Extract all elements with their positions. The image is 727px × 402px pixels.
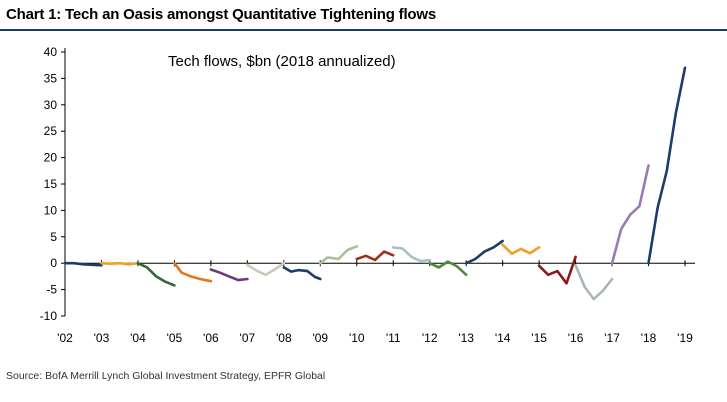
x-tick-label: '16	[568, 331, 584, 345]
x-tick-label: '06	[203, 331, 219, 345]
x-tick-label: '19	[677, 331, 693, 345]
title-rule	[0, 29, 727, 31]
series-line-2010	[355, 250, 395, 262]
x-tick-label: '03	[94, 331, 110, 345]
y-tick-label: 40	[44, 45, 58, 59]
series-line-2006	[209, 268, 249, 282]
series-line-2017	[610, 164, 650, 265]
y-tick-label: 0	[50, 256, 57, 270]
x-tick-label: '08	[276, 331, 292, 345]
series-line-2004	[136, 261, 176, 287]
series-line-2013	[464, 239, 504, 265]
x-tick-label: '17	[604, 331, 620, 345]
series-line-2011	[391, 246, 432, 263]
series-line-2002	[63, 261, 103, 267]
x-tick-label: '18	[641, 331, 657, 345]
x-tick-label: '11	[386, 331, 401, 345]
inset-title: Tech flows, $bn (2018 annualized)	[168, 53, 396, 70]
y-tick-label: 35	[44, 71, 58, 85]
series-line-2012	[428, 260, 468, 277]
x-tick-label: '12	[422, 331, 438, 345]
x-tick-label: '15	[531, 331, 547, 345]
y-tick-label: 20	[44, 151, 58, 165]
x-tick-label: '09	[312, 331, 328, 345]
series-line-2015	[537, 255, 577, 285]
series-line-2016	[574, 263, 614, 301]
series-line-2005	[173, 261, 213, 283]
x-tick-label: '14	[495, 331, 511, 345]
series-line-2003	[100, 261, 140, 266]
y-tick-label: 10	[44, 203, 58, 217]
chart-title: Chart 1: Tech an Oasis amongst Quantitat…	[6, 6, 437, 23]
x-tick-label: '04	[130, 331, 146, 345]
series-line-2008	[282, 266, 322, 281]
y-tick-label: 30	[44, 98, 58, 112]
x-tick-label: '13	[458, 331, 474, 345]
x-tick-label: '05	[167, 331, 183, 345]
y-tick-label: 15	[44, 177, 58, 191]
chart-series	[63, 66, 687, 301]
y-tick-label: -5	[46, 283, 57, 297]
chart-axes	[61, 48, 695, 317]
series-line-2014	[501, 243, 541, 255]
y-tick-label: 25	[44, 124, 58, 138]
x-tick-label: '02	[57, 331, 73, 345]
y-tick-label: 5	[50, 230, 57, 244]
series-line-2007	[246, 261, 286, 277]
source-note: Source: BofA Merrill Lynch Global Invest…	[6, 370, 326, 382]
x-tick-label: '10	[349, 331, 365, 345]
series-line-2018	[647, 66, 687, 265]
x-tick-label: '07	[240, 331, 256, 345]
chart-labels: -10 -5 0 5 10 15 20 25 30 35 40 '02 '03 '04 '05 '06 '07 '…	[40, 45, 693, 345]
y-tick-label: -10	[40, 309, 58, 323]
series-line-2009	[318, 245, 359, 265]
